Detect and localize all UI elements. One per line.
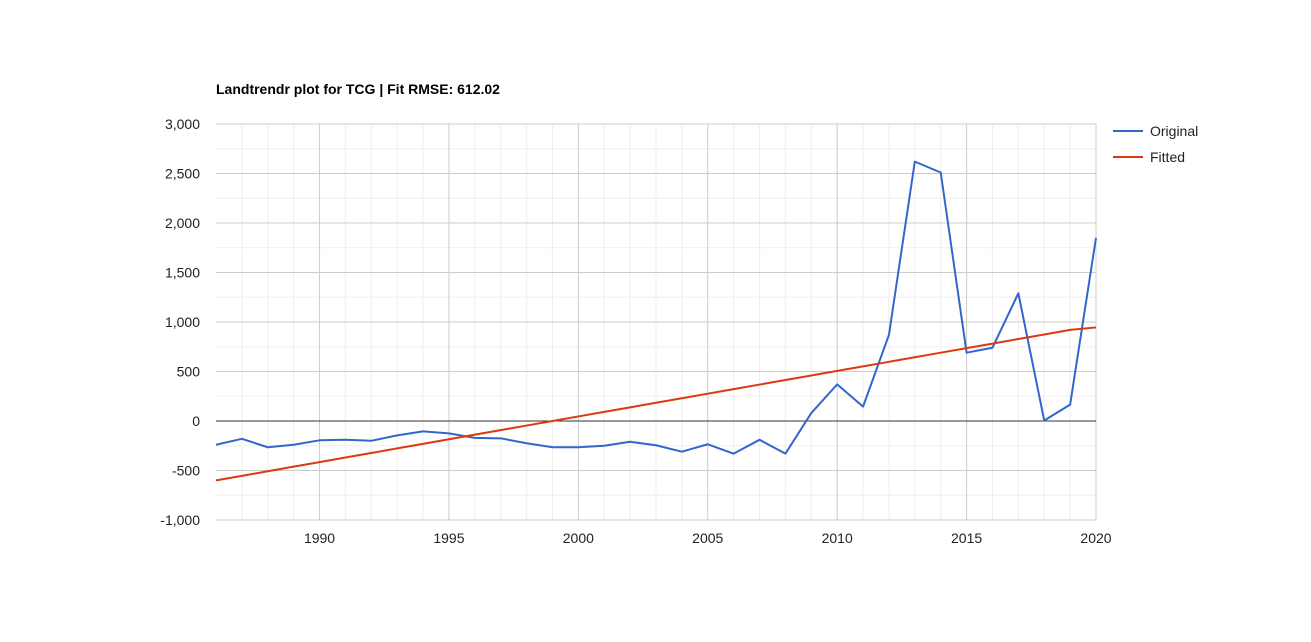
y-tick-label: 1,500 [165, 265, 200, 281]
x-axis-tick-labels: 1990 1995 2000 2005 2010 2015 2020 [304, 530, 1112, 546]
y-tick-label: 2,000 [165, 215, 200, 231]
legend-label: Original [1150, 123, 1198, 139]
x-tick-label: 1995 [433, 530, 464, 546]
y-tick-label: -1,000 [160, 512, 200, 528]
y-tick-label: 500 [177, 364, 201, 380]
legend-item-original[interactable]: Original [1113, 123, 1198, 139]
legend[interactable]: Original Fitted [1113, 123, 1198, 165]
series-line-original [215, 160, 1097, 455]
y-tick-label: 0 [192, 413, 200, 429]
major-gridlines [216, 123, 1097, 521]
legend-label: Fitted [1150, 149, 1185, 165]
y-tick-label: 3,000 [165, 116, 200, 132]
y-tick-label: 2,500 [165, 166, 200, 182]
x-tick-label: 2010 [822, 530, 853, 546]
x-tick-label: 2020 [1080, 530, 1111, 546]
x-tick-label: 2000 [563, 530, 594, 546]
legend-item-fitted[interactable]: Fitted [1113, 149, 1185, 165]
chart-title: Landtrendr plot for TCG | Fit RMSE: 612.… [216, 81, 500, 97]
y-tick-label: -500 [172, 463, 200, 479]
x-tick-label: 2005 [692, 530, 723, 546]
series-line-fitted [215, 326, 1097, 482]
y-tick-label: 1,000 [165, 314, 200, 330]
y-axis-tick-labels: -1,000 -500 0 500 1,000 1,500 2,000 2,500 3,000 [160, 116, 200, 528]
x-tick-label: 2015 [951, 530, 982, 546]
x-tick-label: 1990 [304, 530, 335, 546]
series-layer [215, 160, 1097, 482]
